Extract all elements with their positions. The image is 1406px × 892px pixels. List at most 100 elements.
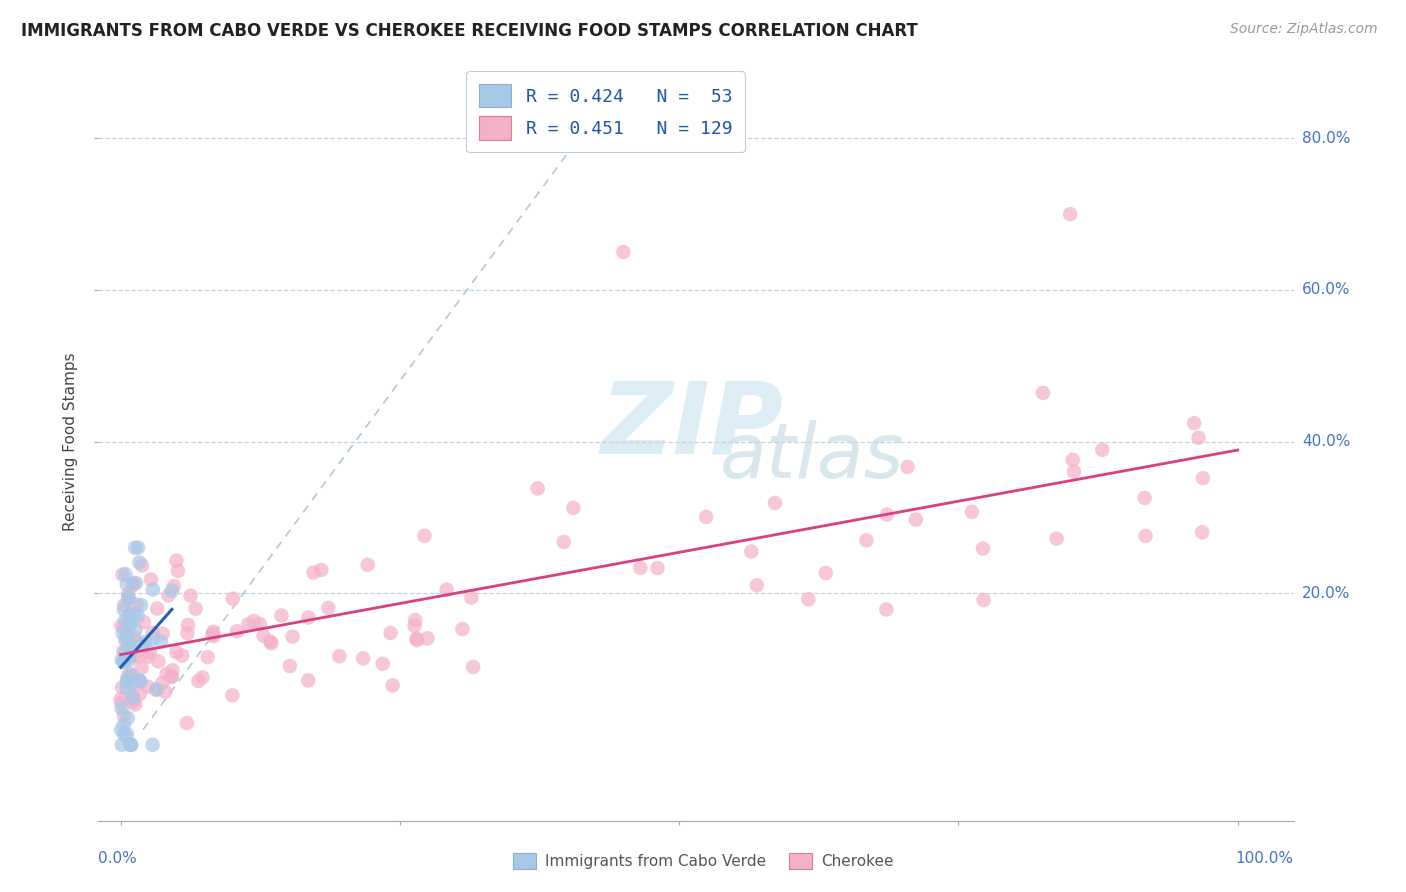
Point (221, 689, 243, 703)
Point (357, 558, 380, 572)
Point (855, 533, 877, 548)
Point (120, 738, 142, 752)
Point (142, 626, 165, 640)
Point (1063, 465, 1085, 479)
Point (160, 669, 183, 683)
Point (960, 505, 983, 519)
Point (302, 566, 325, 580)
Point (150, 676, 173, 690)
Point (112, 655, 135, 669)
Point (628, 561, 651, 575)
Point (114, 645, 136, 659)
Point (142, 632, 165, 646)
Point (120, 738, 142, 752)
Point (167, 564, 190, 578)
Point (117, 591, 139, 605)
Point (120, 644, 142, 658)
Point (142, 582, 165, 597)
Point (117, 632, 139, 646)
Point (128, 673, 150, 687)
Point (155, 666, 177, 681)
Point (122, 673, 145, 688)
Point (110, 723, 132, 737)
Point (1135, 529, 1157, 543)
Point (1192, 471, 1215, 485)
Point (111, 653, 134, 667)
Point (117, 640, 139, 654)
Point (187, 673, 209, 688)
Point (436, 582, 458, 597)
Point (122, 629, 145, 643)
Point (111, 681, 134, 695)
Point (122, 607, 145, 621)
Point (740, 544, 762, 558)
Point (197, 650, 219, 665)
Point (160, 670, 183, 684)
Point (814, 566, 837, 580)
Point (1032, 385, 1054, 400)
Point (897, 460, 920, 475)
Point (249, 617, 271, 632)
Point (176, 626, 198, 640)
Text: ZIP: ZIP (600, 378, 783, 475)
Point (404, 613, 426, 627)
Point (904, 512, 927, 526)
Point (176, 716, 198, 731)
Point (973, 593, 995, 607)
Point (160, 583, 183, 598)
Point (763, 496, 786, 510)
Point (145, 682, 167, 697)
Point (1187, 431, 1209, 445)
Point (404, 618, 426, 632)
Point (122, 690, 145, 705)
Point (797, 592, 820, 607)
Text: atlas: atlas (720, 420, 904, 493)
Point (413, 529, 436, 543)
Legend: R = 0.424   N =  53, R = 0.451   N = 129: R = 0.424 N = 53, R = 0.451 N = 129 (465, 71, 745, 153)
Point (117, 633, 139, 648)
Point (297, 610, 319, 624)
Point (115, 674, 138, 689)
Point (180, 589, 202, 603)
Point (129, 674, 152, 689)
Point (121, 667, 143, 681)
Point (647, 561, 669, 575)
Point (117, 711, 139, 725)
Point (260, 636, 283, 650)
Text: 40.0%: 40.0% (1302, 434, 1350, 449)
Point (148, 654, 170, 668)
Point (270, 608, 292, 623)
Point (110, 696, 132, 710)
Point (122, 578, 145, 592)
Point (162, 663, 184, 677)
Point (128, 556, 150, 570)
Point (406, 633, 429, 648)
Point (297, 673, 319, 688)
Point (118, 617, 141, 632)
Point (1133, 491, 1156, 505)
Point (153, 685, 176, 699)
Point (146, 601, 169, 615)
Point (114, 633, 136, 648)
Point (115, 681, 138, 695)
Point (114, 631, 136, 645)
Point (745, 578, 768, 592)
Point (117, 669, 139, 683)
Point (129, 674, 152, 689)
Point (139, 573, 162, 587)
Point (139, 645, 162, 659)
Point (121, 675, 143, 690)
Point (152, 626, 174, 640)
Point (1062, 452, 1084, 467)
Point (122, 688, 145, 702)
Point (875, 602, 897, 616)
Point (1091, 442, 1114, 457)
Point (122, 648, 145, 663)
Point (460, 591, 482, 605)
Point (184, 601, 207, 615)
Point (111, 567, 134, 582)
Point (118, 616, 141, 631)
Point (124, 698, 146, 712)
Point (122, 695, 145, 709)
Point (259, 634, 281, 648)
